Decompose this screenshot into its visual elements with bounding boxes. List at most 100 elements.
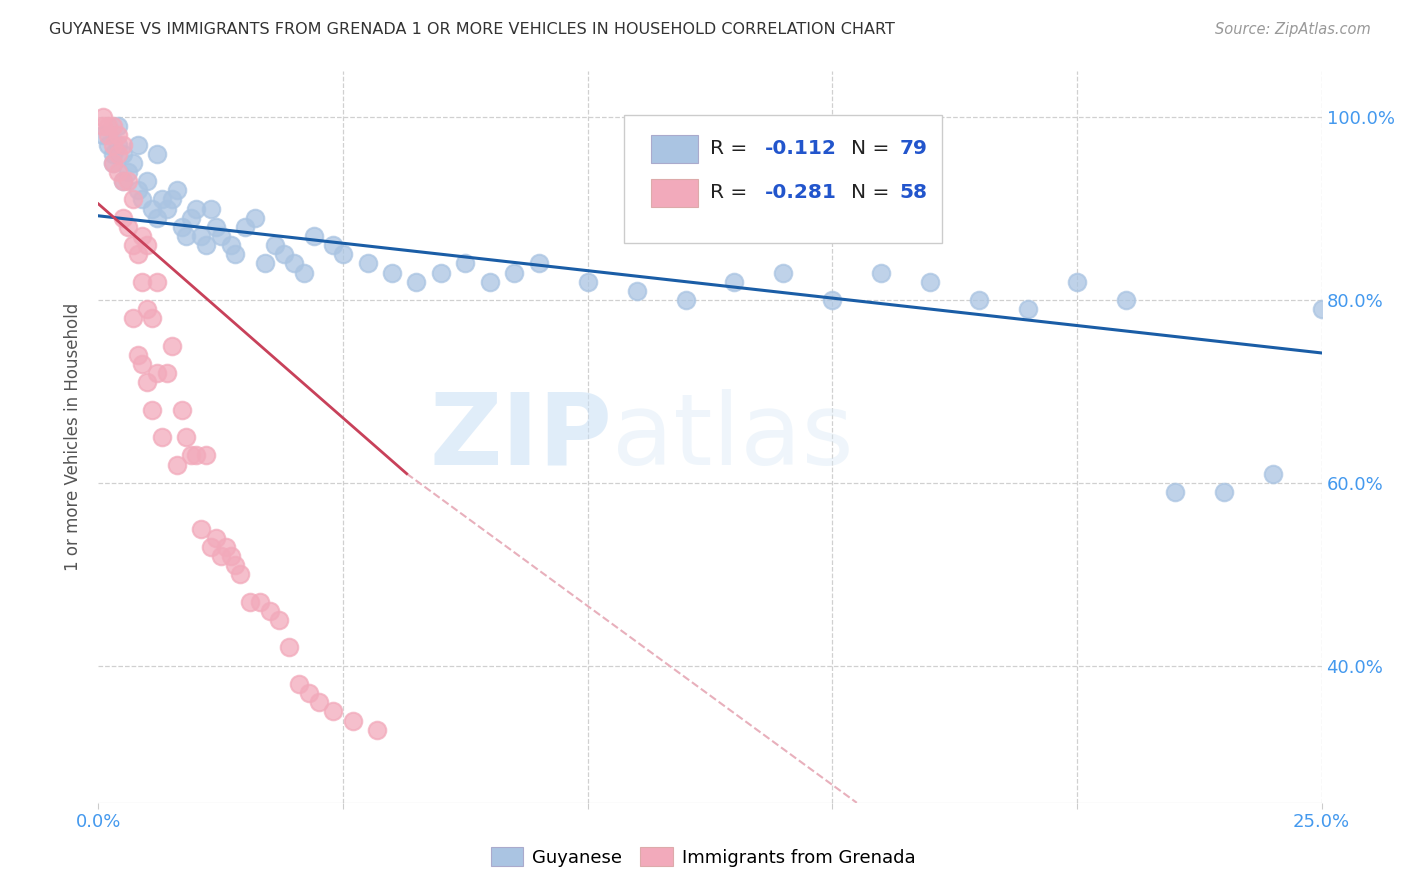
Point	[219, 549, 242, 563]
Point	[920, 275, 942, 289]
Point	[1360, 293, 1382, 307]
Point	[263, 238, 285, 252]
Point	[209, 549, 232, 563]
Point	[117, 174, 139, 188]
Point	[626, 284, 648, 298]
Point	[967, 293, 990, 307]
Point	[224, 558, 246, 573]
Point	[675, 293, 697, 307]
Point	[405, 275, 427, 289]
Bar	[651, 135, 697, 162]
Point	[150, 430, 173, 444]
Point	[160, 192, 183, 206]
Text: N =: N =	[851, 139, 896, 159]
Point	[170, 219, 193, 234]
Point	[332, 247, 354, 261]
Point	[190, 521, 212, 535]
Bar	[651, 179, 697, 207]
Point	[302, 229, 325, 244]
Point	[381, 266, 404, 280]
Point	[233, 219, 256, 234]
Point	[186, 448, 208, 462]
Point	[127, 348, 149, 362]
Point	[107, 165, 129, 179]
Point	[146, 211, 169, 225]
Point	[342, 714, 364, 728]
Point	[127, 137, 149, 152]
Point	[308, 695, 330, 709]
Point	[111, 137, 134, 152]
Point	[366, 723, 388, 737]
Point	[186, 202, 208, 216]
Point	[111, 174, 134, 188]
Point	[107, 146, 129, 161]
Point	[1066, 275, 1088, 289]
Point	[821, 293, 844, 307]
Point	[322, 705, 344, 719]
Point	[121, 238, 143, 252]
Point	[101, 146, 124, 161]
Point	[136, 238, 159, 252]
Point	[259, 604, 281, 618]
Point	[870, 266, 893, 280]
Point	[101, 156, 124, 170]
Point	[121, 311, 143, 326]
Point	[1017, 301, 1039, 317]
Point	[121, 192, 143, 206]
Point	[576, 275, 599, 289]
Point	[224, 247, 246, 261]
Legend: Guyanese, Immigrants from Grenada: Guyanese, Immigrants from Grenada	[484, 840, 922, 874]
Point	[269, 613, 291, 627]
Point	[107, 120, 129, 134]
Point	[249, 595, 271, 609]
Point	[180, 448, 202, 462]
Point	[723, 275, 745, 289]
Point	[146, 275, 169, 289]
Point	[298, 686, 321, 700]
Point	[356, 256, 378, 270]
Point	[214, 540, 236, 554]
Point	[1261, 467, 1284, 481]
Point	[288, 677, 311, 691]
Point	[150, 192, 173, 206]
Point	[91, 120, 114, 134]
Point	[176, 430, 198, 444]
Point	[253, 256, 276, 270]
Point	[292, 266, 315, 280]
Point	[478, 275, 501, 289]
Point	[219, 238, 242, 252]
Point	[91, 128, 114, 143]
Text: -0.281: -0.281	[765, 183, 837, 202]
Point	[101, 156, 124, 170]
Point	[111, 174, 134, 188]
Text: N =: N =	[851, 183, 896, 202]
Point	[111, 211, 134, 225]
Text: R =: R =	[710, 183, 754, 202]
Point	[141, 402, 163, 417]
Point	[1212, 485, 1234, 500]
Point	[180, 211, 202, 225]
Point	[205, 531, 228, 545]
Point	[239, 595, 262, 609]
Point	[136, 174, 159, 188]
Point	[243, 211, 266, 225]
Point	[200, 540, 222, 554]
Point	[176, 229, 198, 244]
Point	[121, 156, 143, 170]
Text: ZIP: ZIP	[429, 389, 612, 485]
Point	[101, 137, 124, 152]
Text: R =: R =	[710, 139, 754, 159]
Point	[141, 311, 163, 326]
Point	[1310, 301, 1333, 317]
Point	[166, 458, 188, 472]
Text: GUYANESE VS IMMIGRANTS FROM GRENADA 1 OR MORE VEHICLES IN HOUSEHOLD CORRELATION : GUYANESE VS IMMIGRANTS FROM GRENADA 1 OR…	[49, 22, 896, 37]
Point	[111, 146, 134, 161]
Point	[229, 567, 252, 582]
Point	[503, 266, 526, 280]
Point	[205, 219, 228, 234]
Point	[97, 120, 120, 134]
Point	[146, 146, 169, 161]
Point	[322, 238, 344, 252]
Point	[1164, 485, 1187, 500]
Point	[146, 366, 169, 380]
